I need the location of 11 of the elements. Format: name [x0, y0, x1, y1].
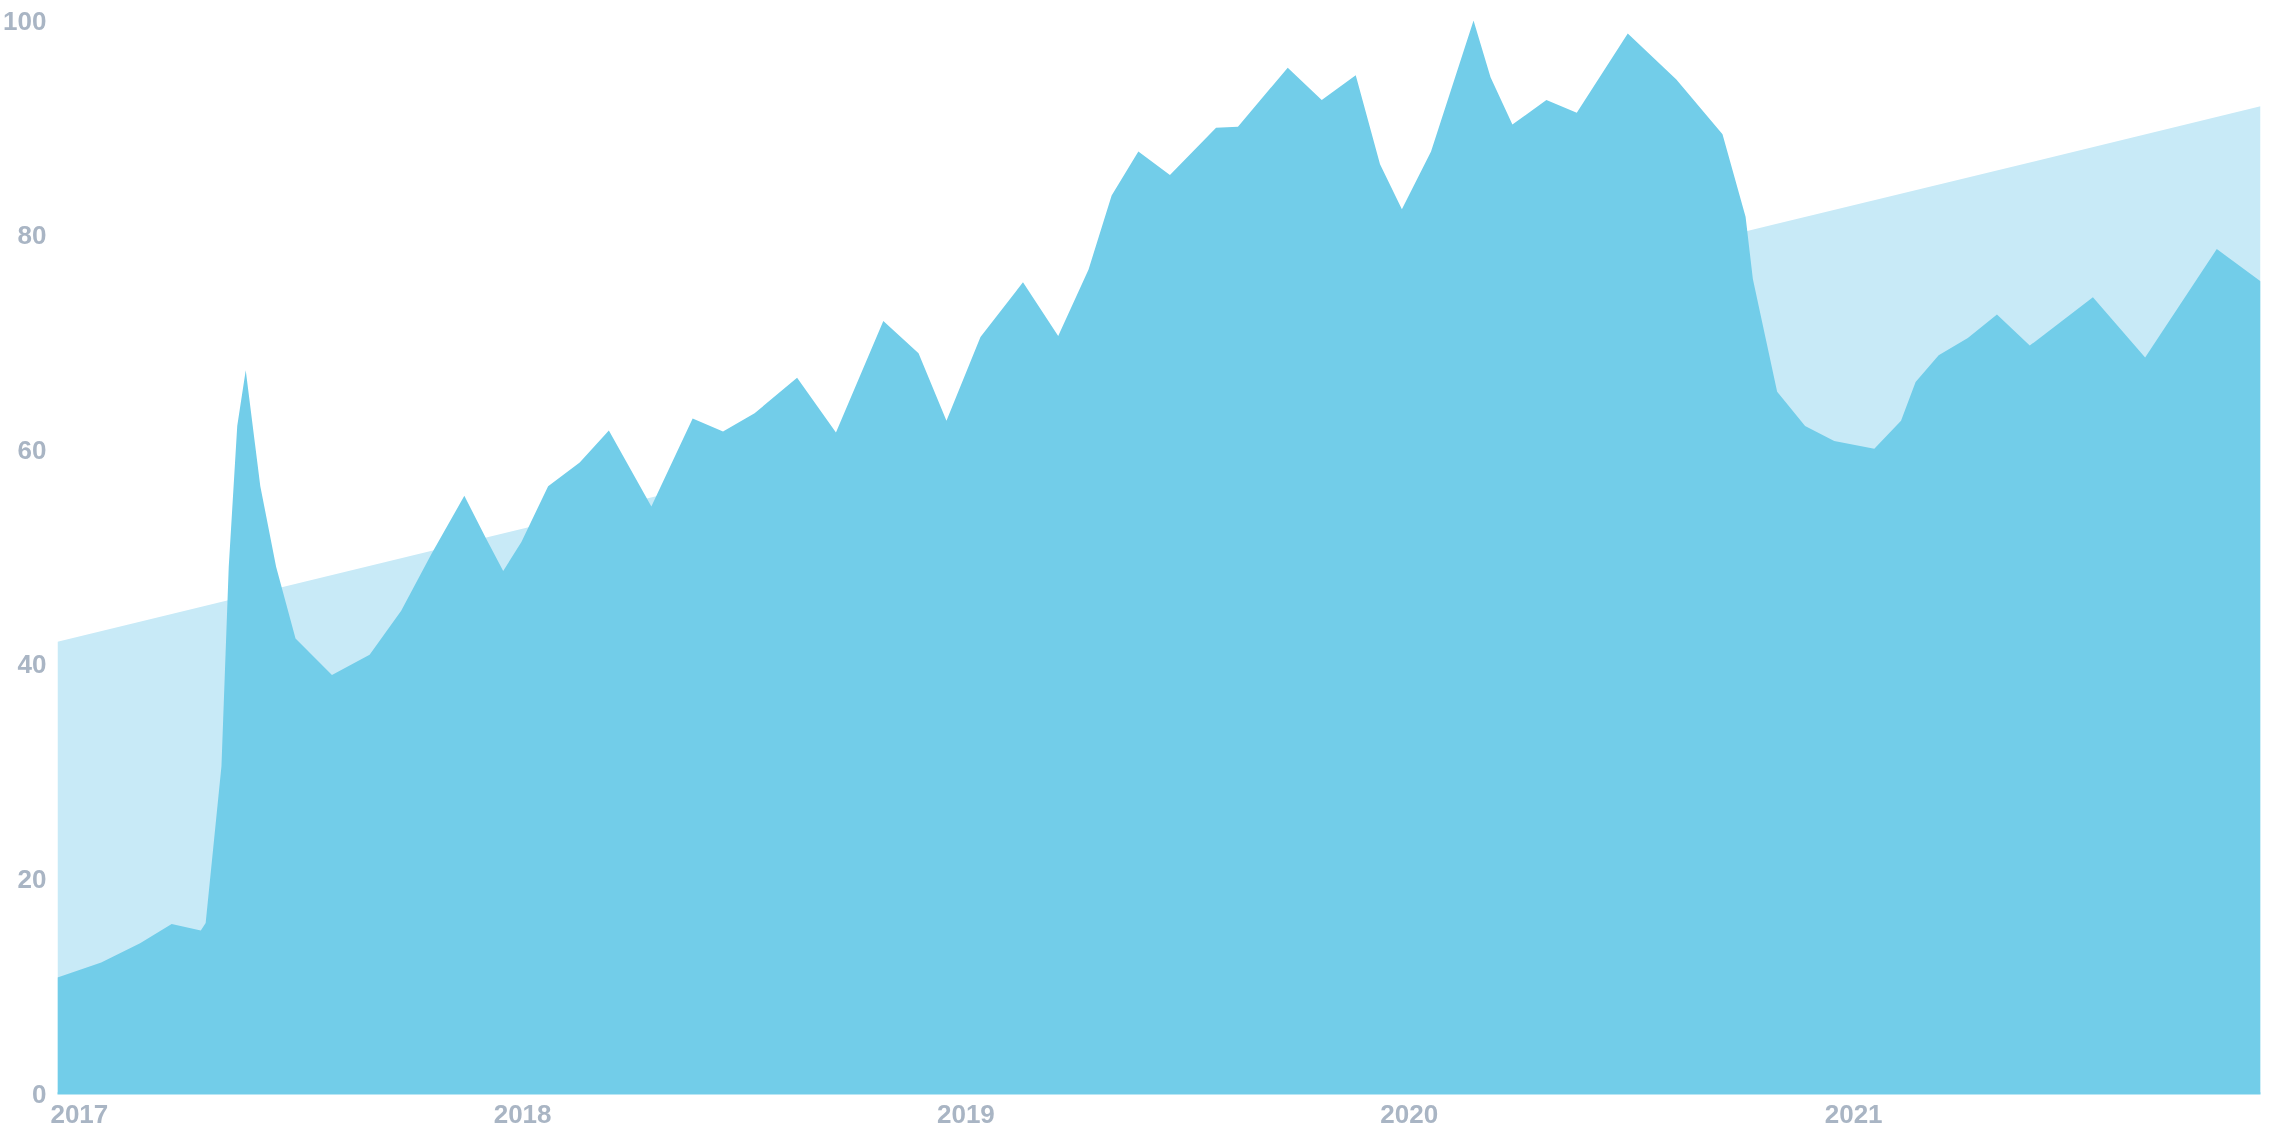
x-tick-label: 2021: [1824, 1098, 1883, 1129]
x-tick-label: 2018: [493, 1098, 552, 1129]
y-tick-label: 80: [17, 220, 47, 251]
x-tick-label: 2019: [936, 1098, 995, 1129]
y-tick-label: 100: [3, 5, 47, 36]
y-tick-label: 0: [32, 1078, 47, 1109]
y-tick-label: 40: [17, 649, 47, 680]
x-tick-label: 2017: [50, 1098, 109, 1129]
x-tick-label: 2020: [1380, 1098, 1439, 1129]
y-tick-label: 20: [17, 863, 47, 894]
y-tick-label: 60: [17, 434, 47, 465]
